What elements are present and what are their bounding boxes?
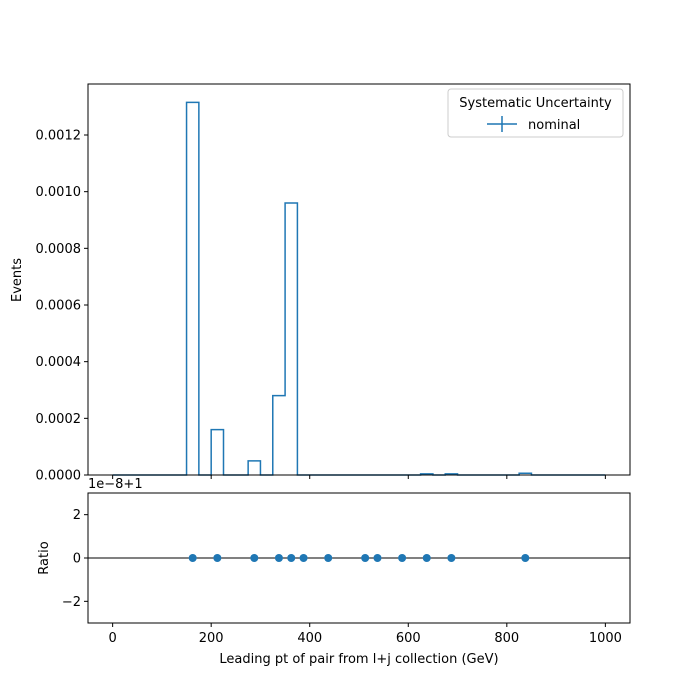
top-y-tick-label: 0.0004 [36, 355, 82, 370]
ratio-offset-label: 1e−8+1 [88, 477, 143, 492]
top-y-tick-label: 0.0006 [36, 299, 82, 314]
ratio-x-tick-label: 800 [494, 631, 519, 646]
ratio-x-tick-label: 200 [199, 631, 224, 646]
ratio-point [447, 554, 455, 562]
ratio-x-tick-label: 0 [108, 631, 116, 646]
ratio-point [324, 554, 332, 562]
ratio-y-axis-label: Ratio [37, 541, 52, 574]
ratio-x-tick-label: 400 [297, 631, 322, 646]
x-axis-label: Leading pt of pair from l+j collection (… [219, 652, 498, 667]
ratio-y-tick-label: 2 [73, 508, 81, 523]
legend-entry-nominal: nominal [528, 118, 580, 133]
ratio-point [287, 554, 295, 562]
ratio-y-tick-label: −2 [62, 595, 81, 610]
ratio-point [521, 554, 529, 562]
ratio-point [189, 554, 197, 562]
ratio-x-tick-label: 1000 [589, 631, 622, 646]
ratio-x-tick-label: 600 [396, 631, 421, 646]
ratio-point [275, 554, 283, 562]
ratio-point [250, 554, 258, 562]
ratio-point [361, 554, 369, 562]
top-y-tick-label: 0.0010 [36, 185, 82, 200]
top-y-tick-label: 0.0012 [36, 129, 82, 144]
ratio-point [300, 554, 308, 562]
legend: Systematic Uncertainty nominal [448, 89, 623, 137]
top-y-tick-label: 0.0008 [36, 242, 82, 257]
ratio-point [373, 554, 381, 562]
ratio-point [398, 554, 406, 562]
ratio-point [213, 554, 221, 562]
top-y-tick-label: 0.0000 [36, 469, 82, 484]
ratio-y-tick-label: 0 [73, 552, 81, 567]
ratio-point [423, 554, 431, 562]
legend-title: Systematic Uncertainty [459, 96, 612, 111]
top-y-tick-label: 0.0002 [36, 412, 82, 427]
top-y-axis-label: Events [10, 258, 25, 302]
